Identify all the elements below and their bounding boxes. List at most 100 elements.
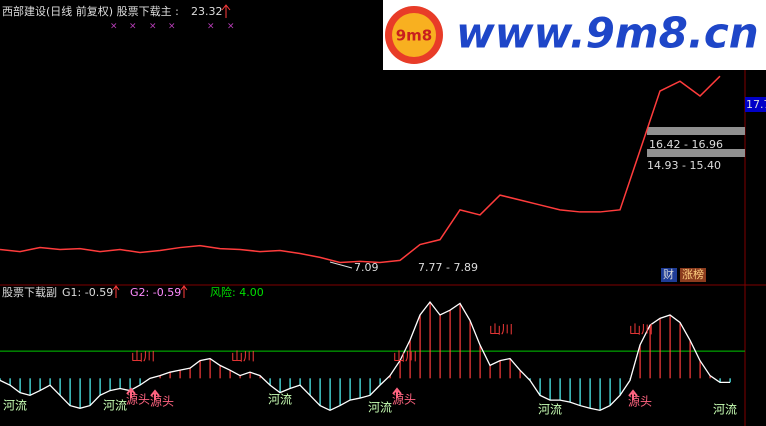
price-annotation: 14.93 - 15.40 — [647, 159, 721, 172]
indicator-bar — [499, 360, 501, 379]
watermark-logo-text: 9m8 — [396, 27, 433, 45]
signal-arrow — [150, 389, 160, 400]
indicator-bar — [419, 314, 421, 379]
price-tag-box — [745, 97, 766, 112]
indicator-bar — [319, 378, 321, 406]
indicator-bar — [369, 378, 371, 396]
indicator-bar — [619, 378, 621, 396]
signal-arrow — [126, 387, 136, 398]
indicator-bar — [339, 378, 341, 406]
indicator-bar — [509, 358, 511, 379]
price-tag: 17.7 — [746, 98, 766, 111]
indicator-bar — [539, 378, 541, 396]
indicator-bar — [169, 372, 171, 379]
signal-label: 源头 — [628, 395, 652, 409]
indicator-bar — [109, 378, 111, 391]
marker: × — [207, 22, 215, 32]
indicator-bar — [699, 360, 701, 379]
indicator-bar — [209, 358, 211, 379]
watermark-site: www.9m8.cn — [456, 9, 759, 58]
indicator-bar — [559, 378, 561, 401]
indicator-bar — [399, 360, 401, 379]
price-band — [647, 149, 745, 157]
indicator-bar — [679, 322, 681, 379]
indicator-bar — [389, 375, 391, 379]
signal-label: 河流 — [268, 393, 292, 407]
watermark-logo — [392, 13, 436, 57]
signal-label: 河流 — [538, 403, 562, 417]
signal-label: 河流 — [368, 401, 392, 415]
indicator-bar — [29, 378, 31, 396]
signal-label: 河流 — [103, 399, 127, 413]
indicator-bar — [99, 378, 101, 396]
indicator-bar — [189, 368, 191, 379]
signal-label: 源头 — [392, 393, 416, 407]
indicator-bar — [219, 365, 221, 379]
marker: × — [168, 22, 176, 32]
signal-label: 河流 — [3, 399, 27, 413]
signal-label: 山川 — [629, 323, 653, 337]
marker: × — [149, 22, 157, 32]
indicator-bar — [299, 378, 301, 386]
indicator-bar — [689, 340, 691, 379]
signal-label: 源头 — [150, 395, 174, 409]
button[interactable] — [661, 268, 677, 282]
signal-arrow — [628, 389, 638, 400]
indicator-bar — [649, 325, 651, 379]
indicator-bar — [39, 378, 41, 391]
price-band — [647, 127, 745, 135]
indicator-bar — [449, 310, 451, 379]
indicator-bar — [569, 378, 571, 403]
chart-title: 西部建设(日线 前复权) 股票下载主 : — [2, 4, 179, 18]
signal-label: 河流 — [713, 403, 737, 417]
marker: × — [110, 22, 118, 32]
indicator-bar — [349, 378, 351, 401]
indicator-bar — [709, 375, 711, 379]
indicator-bar — [639, 344, 641, 379]
indicator-bar — [69, 378, 71, 406]
indicator-bar — [469, 320, 471, 379]
up-arrow — [180, 285, 188, 298]
price-line — [0, 75, 721, 264]
indicator-bar — [19, 378, 21, 393]
up-arrow — [221, 4, 231, 18]
indicator-bar — [129, 378, 131, 391]
indicator-bar — [289, 378, 291, 389]
indicator-bar — [529, 378, 531, 381]
indicator-line — [0, 300, 731, 412]
purple-markers: × × × × × × — [110, 22, 235, 32]
indicator-bar — [259, 375, 261, 379]
signal-arrow — [392, 387, 402, 398]
indicator-bar — [379, 378, 381, 386]
signal-label: 山川 — [231, 350, 255, 364]
indicator-bar — [0, 378, 1, 381]
indicator-bar — [589, 378, 591, 409]
marker: × — [129, 22, 137, 32]
indicator-bar — [249, 372, 251, 379]
indicator-bar — [519, 370, 521, 379]
indicator-bar — [359, 378, 361, 399]
indicator-bar — [89, 378, 91, 406]
indicator-title: 股票下载副 — [2, 286, 57, 299]
indicator-bar — [139, 378, 141, 386]
indicator-bar — [269, 378, 271, 386]
indicator-bar — [9, 378, 11, 386]
indicator-bar — [199, 360, 201, 379]
indicator-bar — [239, 375, 241, 379]
pointer — [329, 261, 353, 269]
signal-label: 山川 — [393, 350, 417, 364]
indicator-bar — [279, 378, 281, 393]
marker: × — [227, 22, 235, 32]
indicator-bar — [309, 378, 311, 396]
button-label[interactable]: 财 — [663, 267, 674, 281]
indicator-bar — [79, 378, 81, 409]
indicator-bar — [659, 318, 661, 379]
indicator-bar — [609, 378, 611, 406]
indicator-bar — [729, 378, 731, 383]
button[interactable] — [680, 268, 706, 282]
indicator-bar — [49, 378, 51, 386]
indicator-bar — [579, 378, 581, 406]
button-label[interactable]: 涨榜 — [682, 267, 704, 281]
